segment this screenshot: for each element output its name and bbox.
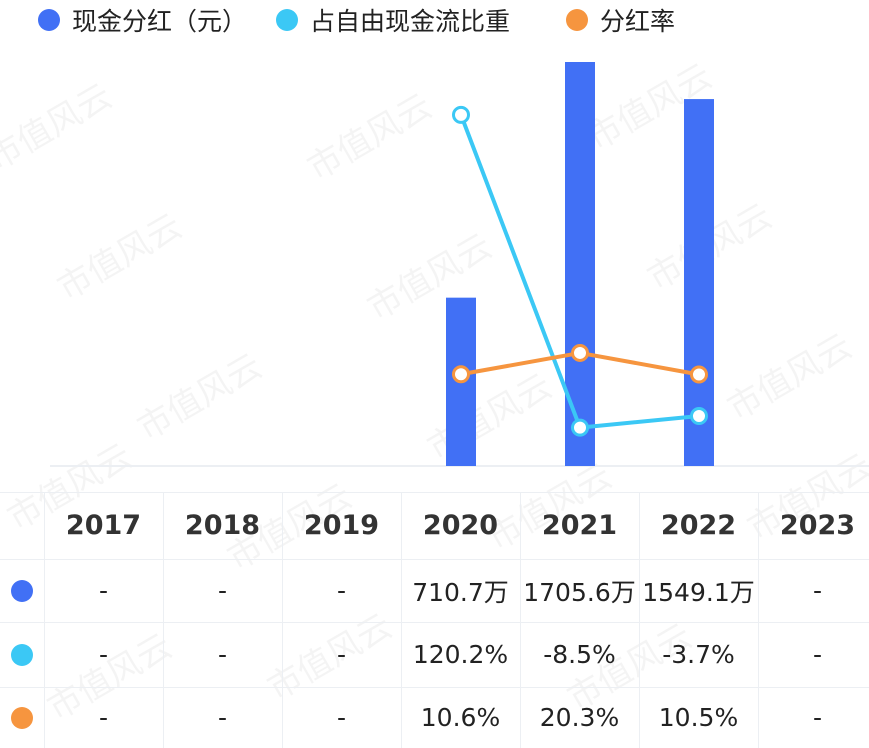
legend-label-cash-dividend: 现金分红（元） <box>72 7 248 36</box>
table-cell: - <box>217 703 228 732</box>
row-marker-cash-dividend <box>0 559 44 622</box>
table-cell: - <box>812 640 823 669</box>
data-table: 2017 2018 2019 2020 2021 2022 2023 - - -… <box>0 492 869 748</box>
table-header-2021: 2021 <box>541 510 618 541</box>
table-column-divider <box>44 492 45 748</box>
point-fcf-ratio-2021 <box>571 418 589 437</box>
table-cell: - <box>98 703 109 732</box>
legend-label-payout-ratio: 分红率 <box>600 7 676 36</box>
table-cell: 1549.1万 <box>642 577 755 607</box>
table-header-2017: 2017 <box>65 510 142 541</box>
legend-item-payout-ratio[interactable]: 分红率 <box>566 3 675 37</box>
table-row-border-1 <box>0 622 869 623</box>
table-row-payout-ratio: - - - 10.6% 20.3% 10.5% - <box>0 687 869 748</box>
table-column-divider <box>163 492 164 748</box>
table-column-divider <box>282 492 283 748</box>
chart-legend: 现金分红（元） 占自由现金流比重 分红率 <box>0 0 869 40</box>
table-cell: 1705.6万 <box>523 577 636 607</box>
bar-cash-dividend-2022 <box>684 99 714 467</box>
table-row-fcf-ratio: - - - 120.2% -8.5% -3.7% - <box>0 622 869 687</box>
table-cell: - <box>217 640 228 669</box>
table-cell: 710.7万 <box>412 577 509 607</box>
table-header-2020: 2020 <box>422 510 499 541</box>
combo-chart <box>50 62 869 467</box>
legend-item-fcf-ratio[interactable]: 占自由现金流比重 <box>276 3 510 37</box>
table-cell: 10.6% <box>420 703 501 732</box>
point-payout-ratio-2022 <box>690 365 708 384</box>
table-header-2019: 2019 <box>303 510 380 541</box>
legend-label-fcf-ratio: 占自由现金流比重 <box>310 7 511 36</box>
table-cell: -8.5% <box>543 640 616 669</box>
table-header-2023: 2023 <box>779 510 856 541</box>
legend-dot-fcf-ratio <box>276 9 298 31</box>
table-header-row: 2017 2018 2019 2020 2021 2022 2023 <box>0 492 869 559</box>
row-marker-payout-ratio <box>0 687 44 748</box>
table-cell: - <box>98 576 109 605</box>
table-column-divider <box>758 492 759 748</box>
table-cell: - <box>336 640 347 669</box>
table-column-divider <box>639 492 640 748</box>
legend-dot-payout-ratio <box>566 9 588 31</box>
table-cell: 20.3% <box>539 703 620 732</box>
table-cell: 120.2% <box>412 640 509 669</box>
table-header-2018: 2018 <box>184 510 261 541</box>
table-column-divider <box>401 492 402 748</box>
table-row-border-2 <box>0 687 869 688</box>
point-payout-ratio-2021 <box>571 343 589 362</box>
table-cell: - <box>812 576 823 605</box>
table-cell: 10.5% <box>658 703 739 732</box>
table-cell: - <box>98 640 109 669</box>
point-fcf-ratio-2020 <box>452 105 470 124</box>
table-column-divider <box>520 492 521 748</box>
point-payout-ratio-2020 <box>452 365 470 384</box>
row-marker-fcf-ratio <box>0 622 44 687</box>
table-cell: - <box>217 576 228 605</box>
point-fcf-ratio-2022 <box>690 406 708 425</box>
table-cell: -3.7% <box>662 640 735 669</box>
table-row-cash-dividend: - - - 710.7万 1705.6万 1549.1万 - <box>0 559 869 622</box>
table-cell: - <box>336 576 347 605</box>
table-top-border <box>0 492 869 493</box>
table-cell: - <box>336 703 347 732</box>
table-cell: - <box>812 703 823 732</box>
table-header-2022: 2022 <box>660 510 737 541</box>
legend-dot-cash-dividend <box>38 9 60 31</box>
legend-item-cash-dividend[interactable]: 现金分红（元） <box>38 3 247 37</box>
table-header-border <box>0 559 869 560</box>
